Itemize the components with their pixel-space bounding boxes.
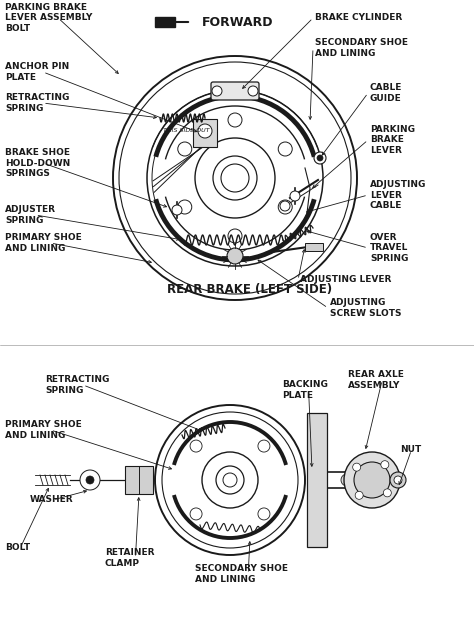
Circle shape <box>190 440 202 452</box>
Polygon shape <box>155 17 175 27</box>
Text: ADJUSTER
SPRING: ADJUSTER SPRING <box>5 205 56 224</box>
Text: ADJUSTING
LEVER
CABLE: ADJUSTING LEVER CABLE <box>370 180 427 210</box>
Bar <box>125 466 153 494</box>
Circle shape <box>317 155 323 161</box>
Text: ADJUSTING LEVER: ADJUSTING LEVER <box>300 275 392 285</box>
Circle shape <box>258 440 270 452</box>
Circle shape <box>383 489 392 497</box>
Circle shape <box>198 124 212 138</box>
Text: BRAKE CYLINDER: BRAKE CYLINDER <box>315 14 402 22</box>
Bar <box>193 119 217 147</box>
Text: REAR AXLE
ASSEMBLY: REAR AXLE ASSEMBLY <box>348 371 404 389</box>
Circle shape <box>354 462 390 498</box>
Text: RETRACTING
SPRING: RETRACTING SPRING <box>5 94 69 112</box>
Circle shape <box>394 476 402 484</box>
Bar <box>307 413 327 547</box>
Circle shape <box>381 461 389 469</box>
Circle shape <box>258 508 270 520</box>
Circle shape <box>341 474 353 486</box>
Text: BACKING
PLATE: BACKING PLATE <box>282 381 328 399</box>
Circle shape <box>228 113 242 127</box>
Text: CABLE
GUIDE: CABLE GUIDE <box>370 84 402 102</box>
Circle shape <box>190 508 202 520</box>
Circle shape <box>248 86 258 96</box>
Circle shape <box>86 476 94 484</box>
Circle shape <box>385 474 397 486</box>
Circle shape <box>227 248 243 264</box>
Bar <box>305 243 323 251</box>
Text: THIS SIDE OUT: THIS SIDE OUT <box>163 128 210 133</box>
Circle shape <box>344 452 400 508</box>
Circle shape <box>278 142 292 156</box>
Text: SECONDARY SHOE
AND LINING: SECONDARY SHOE AND LINING <box>315 38 408 58</box>
FancyBboxPatch shape <box>211 82 259 100</box>
Text: ADJUSTING
SCREW SLOTS: ADJUSTING SCREW SLOTS <box>330 298 401 317</box>
Circle shape <box>390 472 406 488</box>
Circle shape <box>280 201 290 211</box>
Circle shape <box>212 86 222 96</box>
Circle shape <box>363 474 375 486</box>
Text: PARKING BRAKE
LEVER ASSEMBLY
BOLT: PARKING BRAKE LEVER ASSEMBLY BOLT <box>5 4 92 32</box>
Text: WASHER: WASHER <box>30 495 73 505</box>
Circle shape <box>355 491 363 499</box>
Circle shape <box>80 470 100 490</box>
Circle shape <box>290 191 300 201</box>
Text: BRAKE SHOE
HOLD-DOWN
SPRINGS: BRAKE SHOE HOLD-DOWN SPRINGS <box>5 148 70 177</box>
Text: RETRACTING
SPRING: RETRACTING SPRING <box>45 376 109 394</box>
Circle shape <box>228 229 242 243</box>
Text: OVER
TRAVEL
SPRING: OVER TRAVEL SPRING <box>370 234 409 262</box>
Text: NUT: NUT <box>400 446 421 454</box>
Text: FORWARD: FORWARD <box>202 16 273 29</box>
Text: REAR BRAKE (LEFT SIDE): REAR BRAKE (LEFT SIDE) <box>167 283 333 296</box>
Circle shape <box>278 200 292 214</box>
Text: SECONDARY SHOE
AND LINING: SECONDARY SHOE AND LINING <box>195 564 288 583</box>
Circle shape <box>314 152 326 164</box>
Text: PARKING
BRAKE
LEVER: PARKING BRAKE LEVER <box>370 125 415 154</box>
Circle shape <box>178 200 192 214</box>
Text: PRIMARY SHOE
AND LINING: PRIMARY SHOE AND LINING <box>5 420 82 440</box>
Text: BOLT: BOLT <box>5 544 30 552</box>
Text: RETAINER
CLAMP: RETAINER CLAMP <box>105 549 155 567</box>
Circle shape <box>353 463 361 471</box>
Circle shape <box>172 205 182 215</box>
Text: ANCHOR PIN
PLATE: ANCHOR PIN PLATE <box>5 63 69 81</box>
Circle shape <box>178 142 192 156</box>
Text: PRIMARY SHOE
AND LINING: PRIMARY SHOE AND LINING <box>5 234 82 252</box>
